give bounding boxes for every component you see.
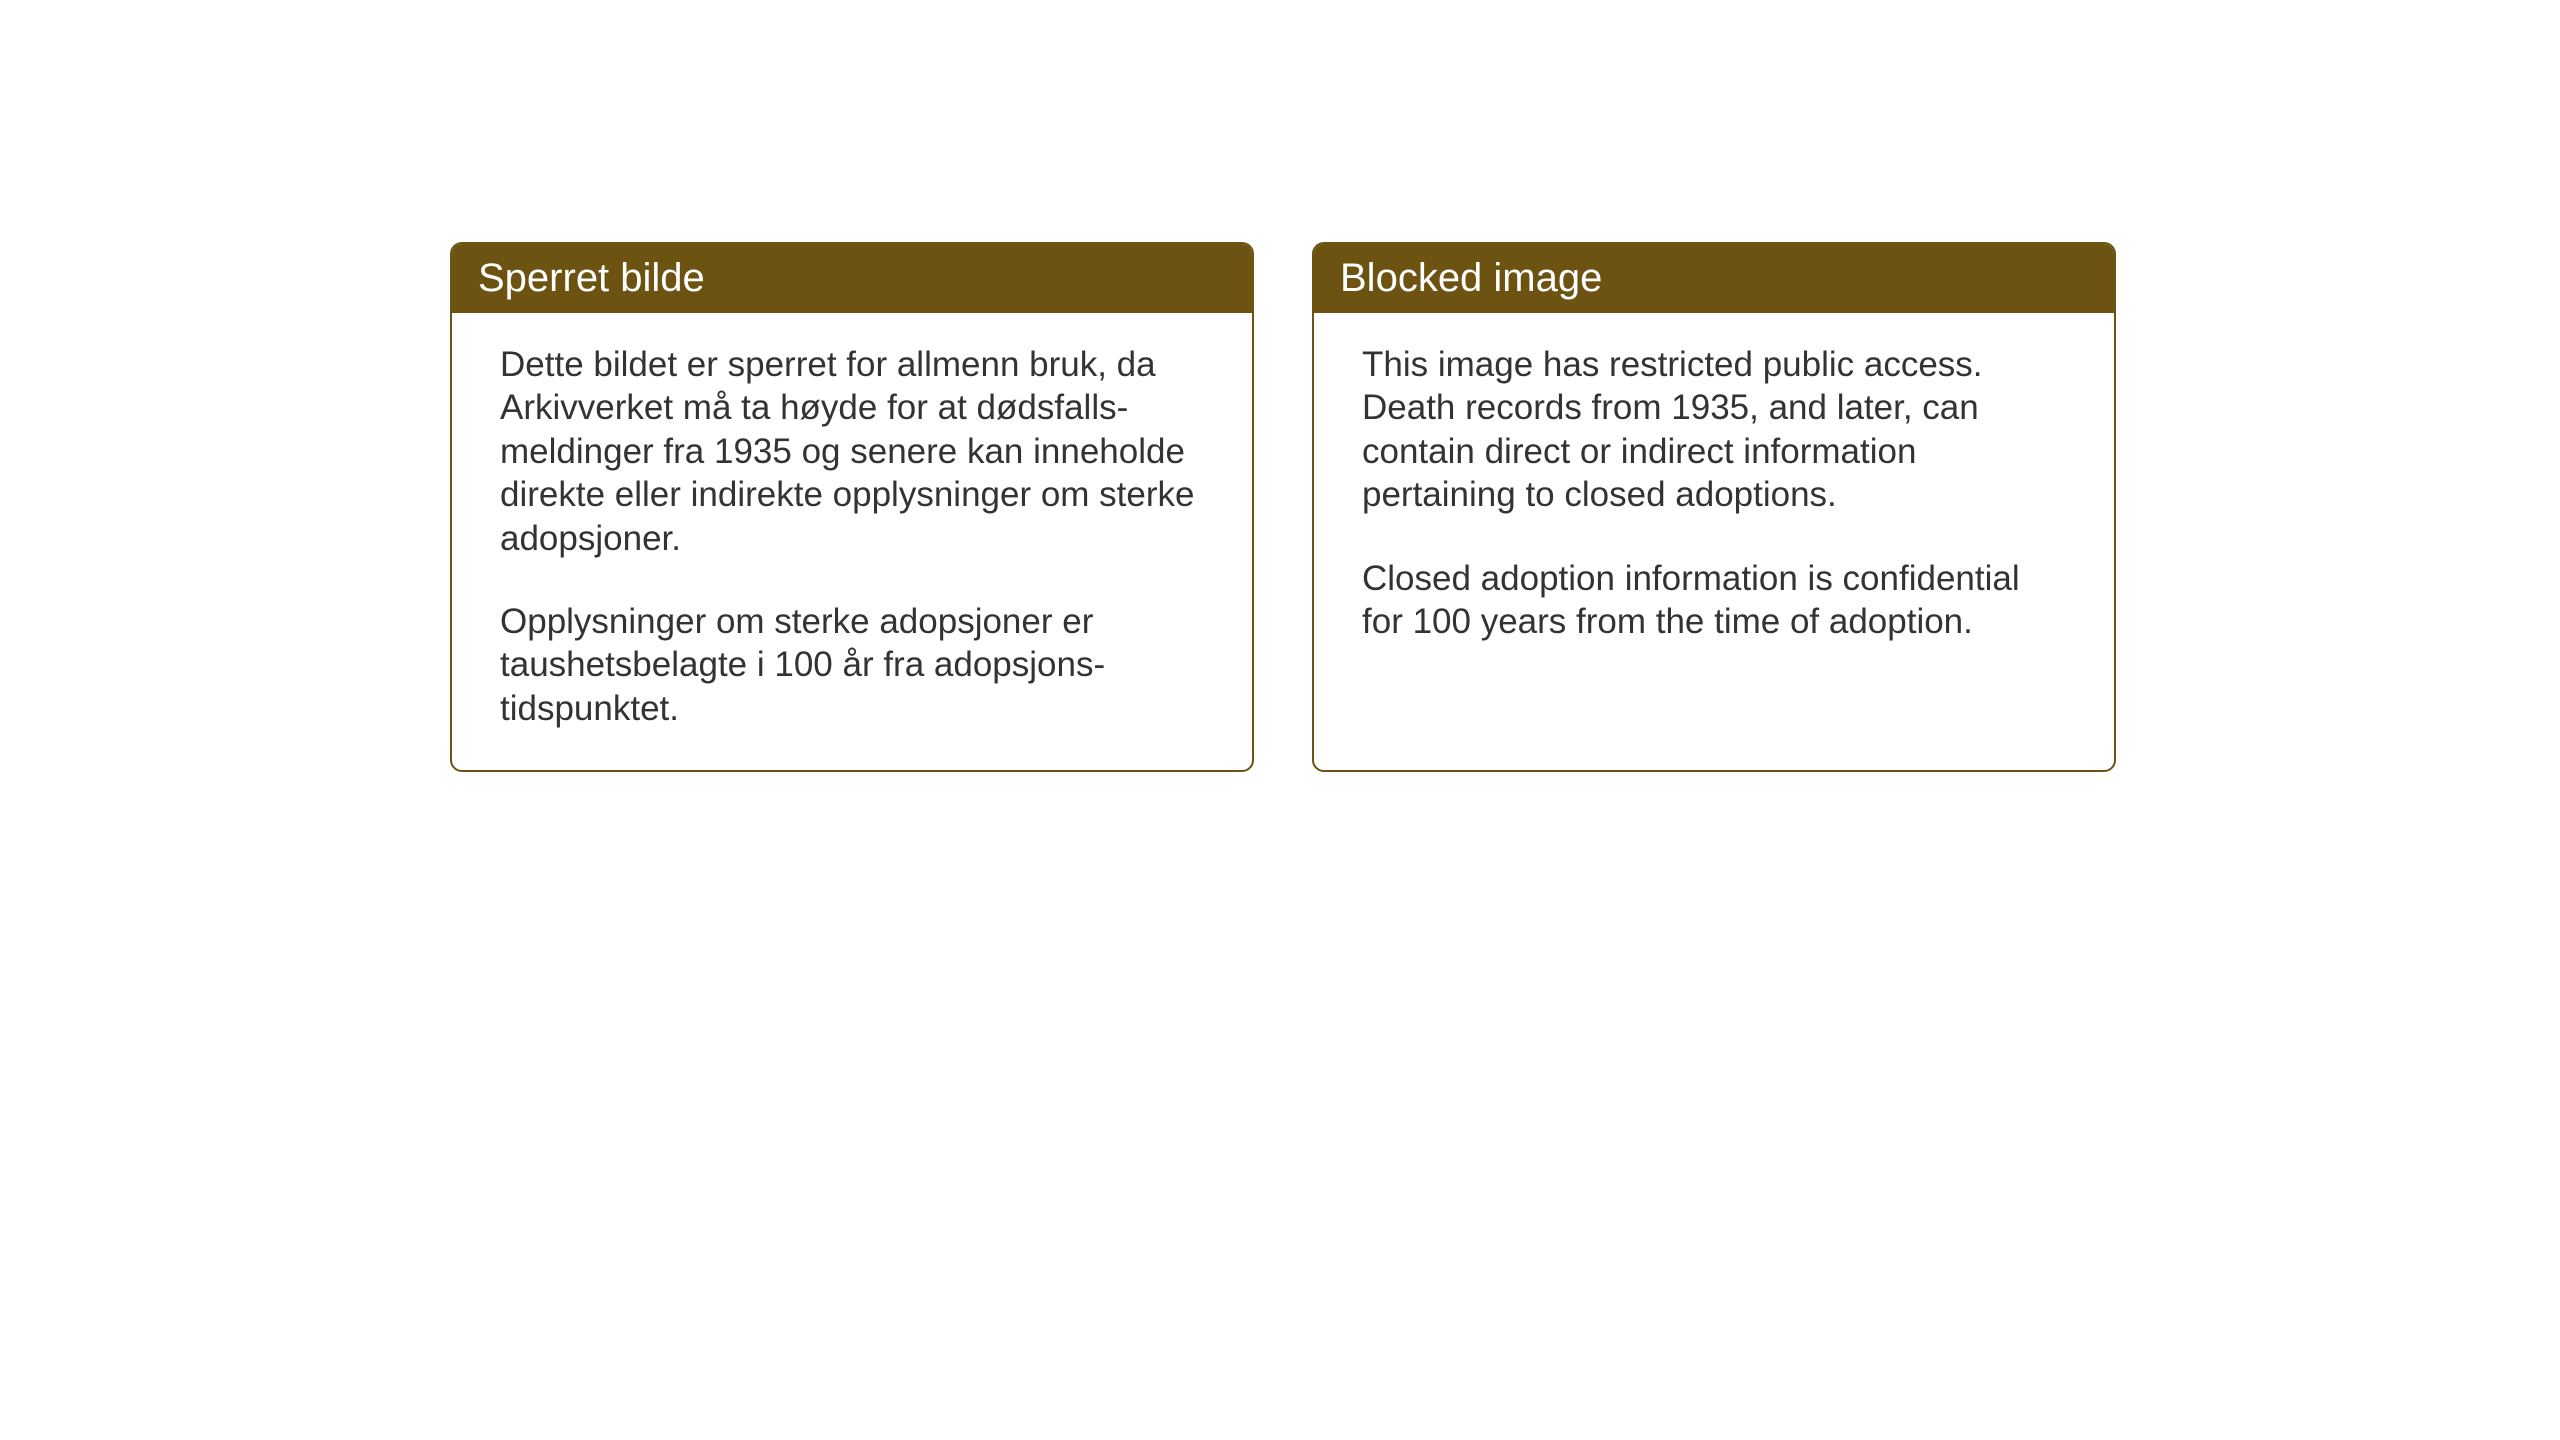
- norwegian-card-title: Sperret bilde: [452, 244, 1252, 313]
- notice-container: Sperret bilde Dette bildet er sperret fo…: [450, 242, 2116, 772]
- norwegian-notice-card: Sperret bilde Dette bildet er sperret fo…: [450, 242, 1254, 772]
- english-notice-card: Blocked image This image has restricted …: [1312, 242, 2116, 772]
- english-card-body: This image has restricted public access.…: [1314, 313, 2114, 683]
- english-paragraph-1: This image has restricted public access.…: [1362, 343, 2066, 517]
- english-card-title: Blocked image: [1314, 244, 2114, 313]
- norwegian-paragraph-2: Opplysninger om sterke adopsjoner er tau…: [500, 600, 1204, 730]
- english-paragraph-2: Closed adoption information is confident…: [1362, 557, 2066, 644]
- norwegian-paragraph-1: Dette bildet er sperret for allmenn bruk…: [500, 343, 1204, 560]
- norwegian-card-body: Dette bildet er sperret for allmenn bruk…: [452, 313, 1252, 770]
